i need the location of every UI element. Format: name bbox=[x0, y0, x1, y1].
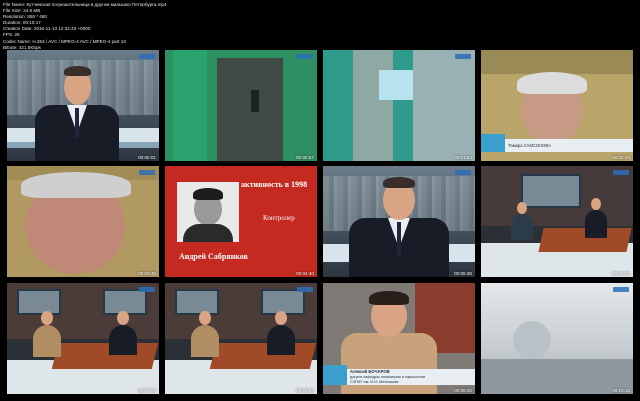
thumbnail[interactable]: 00:10:16 bbox=[481, 283, 633, 394]
timestamp: 00:08:24 bbox=[296, 388, 314, 393]
channel-logo bbox=[139, 287, 155, 292]
dome-building bbox=[513, 321, 551, 359]
card-role: Контролер bbox=[263, 214, 295, 222]
meta-line: File Size: 34.8 MB bbox=[3, 8, 41, 14]
timestamp: 00:07:28 bbox=[138, 388, 156, 393]
meta-line: Duration: 00:10:17 bbox=[3, 20, 41, 26]
channel-logo bbox=[455, 170, 471, 175]
thumbnail[interactable]: 00:06:32 bbox=[481, 166, 633, 277]
meta-line: File Name: Кутчинская погрешительница в … bbox=[3, 2, 167, 7]
thumbnail[interactable]: 00:07:28 bbox=[7, 283, 159, 394]
channel-logo bbox=[613, 287, 629, 292]
meta-line: Resolution: 858 * 480 bbox=[3, 14, 47, 20]
timestamp: 00:04:40 bbox=[296, 271, 314, 276]
meta-line: FPS: 25 bbox=[3, 32, 20, 38]
timestamp: 00:03:45 bbox=[138, 271, 156, 276]
thumbnail[interactable]: 00:05:36 bbox=[323, 166, 475, 277]
timestamp: 00:06:32 bbox=[612, 271, 630, 276]
thumbnail[interactable]: 00:01:53 bbox=[323, 50, 475, 161]
channel-logo bbox=[297, 54, 313, 59]
channel-logo bbox=[297, 287, 313, 292]
channel-logo bbox=[139, 170, 155, 175]
timestamp: 00:10:16 bbox=[612, 388, 630, 393]
channel-logo bbox=[139, 54, 155, 59]
card-title: активность в 1998 bbox=[241, 180, 308, 189]
caption-line1: доцент кафедры психиатрии и наркологии bbox=[350, 375, 426, 379]
caption-line2: СЗГМУ им. И.И. Мечникова bbox=[350, 380, 399, 384]
meta-line: Bitrate: 321.8Kbps bbox=[3, 44, 41, 50]
thumbnail[interactable]: Алексей БОЧАРОВ доцент кафедры психиатри… bbox=[323, 283, 475, 394]
thumbnail[interactable]: 00:00:01 bbox=[7, 50, 159, 161]
timestamp: 00:02:49 bbox=[612, 155, 630, 160]
timestamp: 00:00:01 bbox=[138, 155, 156, 160]
timestamp: 00:01:53 bbox=[454, 155, 472, 160]
thumbnail[interactable]: Тамара САМСОНОВА 00:02:49 bbox=[481, 50, 633, 161]
caption-bar bbox=[323, 369, 475, 385]
thumbnail[interactable]: активность в 1998 Контролер Андрей Сабря… bbox=[165, 166, 317, 277]
channel-logo bbox=[455, 54, 471, 59]
meta-line: Codec Name: H.264 / AVC / MPEG-4 AVC / M… bbox=[3, 38, 126, 44]
timestamp: 00:00:57 bbox=[296, 155, 314, 160]
caption-name: Тамара САМСОНОВА bbox=[508, 143, 551, 148]
timestamp: 00:05:36 bbox=[454, 271, 472, 276]
thumbnail[interactable]: 00:08:24 bbox=[165, 283, 317, 394]
thumbnail[interactable]: 00:03:45 bbox=[7, 166, 159, 277]
channel-logo bbox=[613, 170, 629, 175]
caption-bar bbox=[481, 139, 633, 152]
timestamp: 00:09:20 bbox=[454, 388, 472, 393]
thumbnail[interactable]: 00:00:57 bbox=[165, 50, 317, 161]
meta-line: Creation Date: 2016-11-13 12:32:43 +0000 bbox=[3, 26, 91, 32]
mugshot bbox=[177, 182, 239, 242]
card-name: Андрей Сабрянков bbox=[179, 252, 248, 261]
caption-name: Алексей БОЧАРОВ bbox=[350, 369, 390, 374]
file-metadata: File Name: Кутчинская погрешительница в … bbox=[3, 2, 303, 51]
